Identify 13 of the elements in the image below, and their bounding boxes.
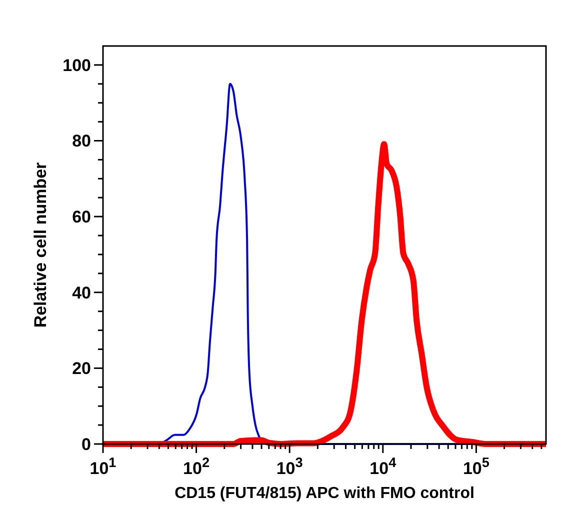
y-tick-label: 60 <box>72 208 91 227</box>
y-tick-label: 0 <box>82 434 91 454</box>
y-tick-label: 20 <box>72 359 91 378</box>
x-tick-label: 10$^{4}$ <box>370 454 397 478</box>
y-tick-label: 100 <box>62 56 91 75</box>
y-axis-title: Relative cell number <box>31 162 50 328</box>
x-tick-label: 10$^{2}$ <box>183 454 210 478</box>
x-tick-label: 10$^{3}$ <box>276 454 304 478</box>
x-axis-title: CD15 (FUT4/815) APC with FMO control <box>174 485 474 502</box>
x-tick-label: 10$^{1}$ <box>90 454 117 478</box>
y-tick-label: 40 <box>72 283 91 302</box>
y-tick-label: 80 <box>72 132 91 151</box>
x-tick-label: 10$^{5}$ <box>462 454 490 478</box>
